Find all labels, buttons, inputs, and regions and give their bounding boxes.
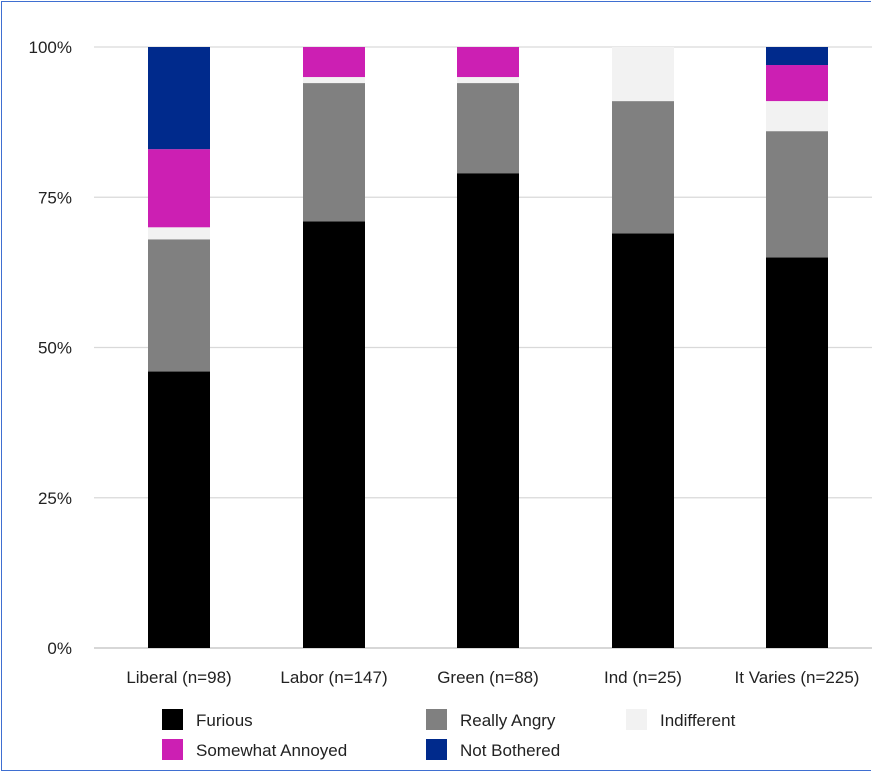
bar-segment-somewhat-annoyed — [766, 65, 828, 102]
bar-segment-really-angry — [612, 101, 674, 234]
bar-segment-somewhat-annoyed — [303, 47, 365, 78]
legend-item: Really Angry — [426, 709, 556, 730]
bar-segment-indifferent — [766, 101, 828, 132]
legend-swatch — [162, 739, 183, 760]
bar-segment-really-angry — [766, 131, 828, 258]
bar-segment-really-angry — [303, 83, 365, 222]
bar-segment-furious — [303, 221, 365, 649]
legend-swatch — [426, 739, 447, 760]
x-tick-label: Liberal (n=98) — [126, 668, 231, 687]
y-tick-label: 0% — [47, 639, 72, 658]
bar-stack — [612, 47, 674, 648]
legend-item: Not Bothered — [426, 739, 560, 760]
bar-segment-indifferent — [303, 77, 365, 84]
bar-segment-indifferent — [148, 227, 210, 240]
x-axis: Liberal (n=98) Labor (n=147) Green (n=88) I… — [126, 668, 859, 687]
legend-swatch — [426, 709, 447, 730]
legend-label: Furious — [196, 711, 253, 730]
y-tick-label: 25% — [38, 489, 72, 508]
legend-label: Somewhat Annoyed — [196, 741, 347, 760]
bar-segment-somewhat-annoyed — [148, 149, 210, 228]
bar-stack — [303, 47, 365, 649]
legend-swatch — [626, 709, 647, 730]
bar-segment-indifferent — [457, 77, 519, 84]
legend-label: Really Angry — [460, 711, 556, 730]
legend: Furious Really Angry Indifferent Somewhat A… — [162, 709, 736, 760]
x-tick-label: Labor (n=147) — [280, 668, 387, 687]
bar-segment-not-bothered — [766, 47, 828, 66]
bar-segment-furious — [148, 371, 210, 648]
y-tick-label: 75% — [38, 188, 72, 207]
bar-segment-furious — [612, 233, 674, 648]
y-tick-label: 100% — [29, 38, 72, 57]
x-tick-label: It Varies (n=225) — [735, 668, 860, 687]
legend-item: Furious — [162, 709, 253, 730]
legend-label: Indifferent — [660, 711, 736, 730]
x-tick-label: Green (n=88) — [437, 668, 539, 687]
bar-stack — [766, 47, 828, 648]
bar-segment-really-angry — [457, 83, 519, 174]
legend-swatch — [162, 709, 183, 730]
bar-stack — [457, 47, 519, 648]
bar-segment-really-angry — [148, 239, 210, 372]
bar-segment-not-bothered — [148, 47, 210, 150]
bar-segment-indifferent — [612, 47, 674, 102]
y-axis-ticks: 0% 25% 50% 75% 100% — [29, 38, 72, 658]
bar-segment-furious — [766, 257, 828, 648]
bar-stack — [148, 47, 210, 648]
legend-label: Not Bothered — [460, 741, 560, 760]
x-tick-label: Ind (n=25) — [604, 668, 682, 687]
bar-segment-furious — [457, 173, 519, 648]
bar-segment-somewhat-annoyed — [457, 47, 519, 78]
legend-item: Somewhat Annoyed — [162, 739, 347, 760]
y-tick-label: 50% — [38, 339, 72, 358]
bars — [148, 47, 828, 649]
legend-item: Indifferent — [626, 709, 736, 730]
